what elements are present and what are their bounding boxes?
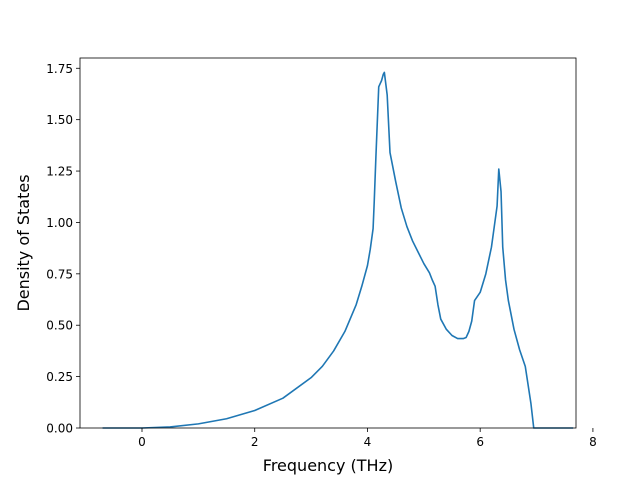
x-axis: 0 2 4 6 8 [138,428,597,449]
y-tick-label: 1.00 [46,216,73,230]
dos-line-series-0 [102,71,574,429]
x-tick-label: 0 [138,435,146,449]
y-tick-label: 0.75 [46,267,73,281]
y-tick-label: 0.50 [46,319,73,333]
x-tick-label: 4 [364,435,372,449]
y-tick-label: 1.75 [46,62,73,76]
y-tick-label: 1.25 [46,165,73,179]
y-tick-label: 1.50 [46,113,73,127]
y-axis: 0.00 0.25 0.50 0.75 1.00 1.25 1.50 1.75 [46,62,80,436]
series-layer [102,71,574,429]
y-tick-label: 0.00 [46,422,73,436]
plot-frame [79,57,577,429]
x-axis-label: Frequency (THz) [263,456,393,475]
x-tick-label: 6 [476,435,484,449]
y-tick-label: 0.25 [46,370,73,384]
x-tick-label: 8 [589,435,597,449]
y-axis-label: Density of States [14,174,33,311]
x-tick-label: 2 [251,435,259,449]
